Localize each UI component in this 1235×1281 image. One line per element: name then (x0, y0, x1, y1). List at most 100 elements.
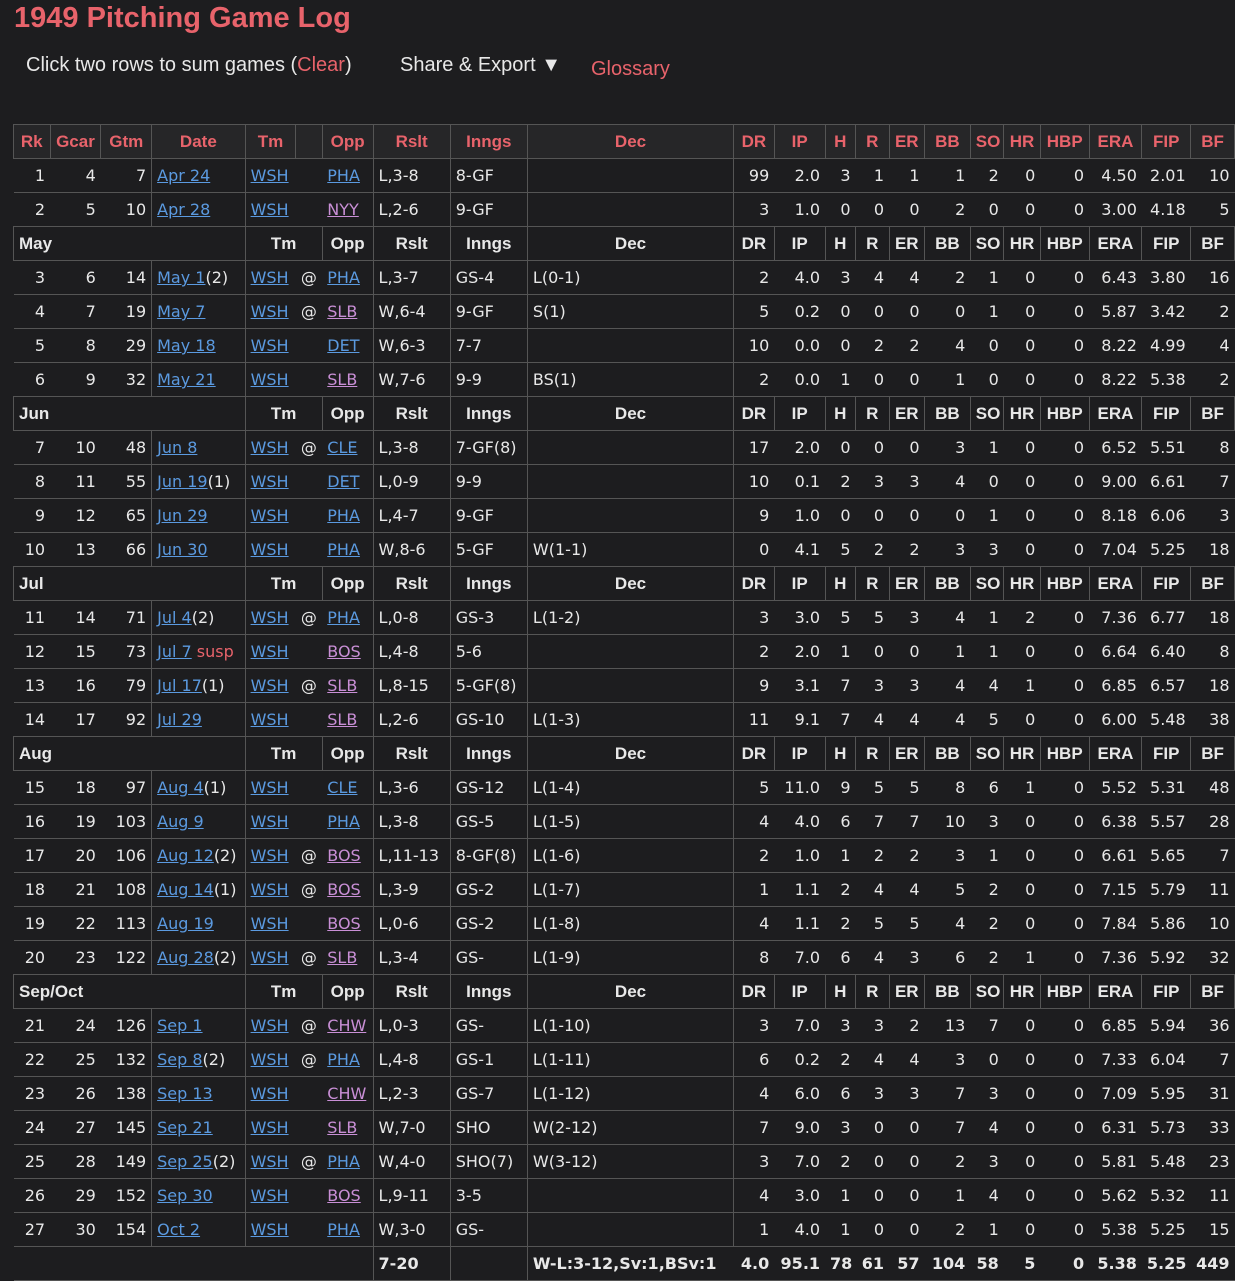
team-link[interactable]: WSH (250, 506, 289, 525)
game-row[interactable]: 12 15 73 Jul 7 susp WSH BOS L,4-8 5-6 2 2.0 1 0 0 1 1 0… (13, 634, 1235, 669)
game-row[interactable]: 26 29 152 Sep 30 WSH BOS L,9-11 3-5 4 3.0 1 0 0 1 4 0 0 5… (13, 1178, 1235, 1213)
game-row[interactable]: 1 4 7 Apr 24 WSH PHA L,3-8 8-GF 99 2.0 3 1 1 1 2 0 0 4.50… (13, 158, 1235, 193)
game-row[interactable]: 19 22 113 Aug 19 WSH BOS L,0-6 GS-2 L(1-8) 4 1.1 2 5… (13, 906, 1235, 941)
date-link[interactable]: Jun 19 (157, 472, 208, 491)
opponent-link[interactable]: SLB (327, 948, 358, 967)
game-row[interactable]: 17 20 106 Aug 12(2) WSH @ BOS L,11-13 8-GF(8) L(1… (13, 838, 1235, 873)
date-link[interactable]: Sep 25 (157, 1152, 213, 1171)
date-link[interactable]: Jul 29 (157, 710, 202, 729)
game-row[interactable]: 15 18 97 Aug 4(1) WSH CLE L,3-6 GS-12 L(1-4) 5 11.… (13, 770, 1235, 805)
team-link[interactable]: WSH (250, 948, 289, 967)
opponent-link[interactable]: BOS (327, 642, 361, 661)
team-link[interactable]: WSH (250, 438, 289, 457)
game-row[interactable]: 20 23 122 Aug 28(2) WSH @ SLB L,3-4 GS- L(1-9) 8 7.… (13, 940, 1235, 975)
clear-button[interactable]: Clear (297, 54, 345, 76)
game-row[interactable]: 22 25 132 Sep 8(2) WSH @ PHA L,4-8 GS-1 L(1-11) 6 0… (13, 1042, 1235, 1077)
team-link[interactable]: WSH (250, 642, 289, 661)
opponent-link[interactable]: PHA (327, 1220, 360, 1239)
date-link[interactable]: Jun 8 (157, 438, 198, 457)
date-link[interactable]: Aug 4 (157, 778, 204, 797)
date-link[interactable]: May 1 (157, 268, 206, 287)
game-row[interactable]: 18 21 108 Aug 14(1) WSH @ BOS L,3-9 GS-2 L(1-7) 1 1… (13, 872, 1235, 907)
glossary-link[interactable]: Glossary (591, 58, 670, 80)
team-link[interactable]: WSH (250, 1118, 289, 1137)
team-link[interactable]: WSH (250, 336, 289, 355)
team-link[interactable]: WSH (250, 1016, 289, 1035)
share-export-menu[interactable]: Share & Export ▼ (400, 54, 561, 77)
date-link[interactable]: Jun 30 (157, 540, 208, 559)
opponent-link[interactable]: PHA (327, 812, 360, 831)
opponent-link[interactable]: DET (327, 472, 360, 491)
team-link[interactable]: WSH (250, 676, 289, 695)
date-link[interactable]: Aug 14 (157, 880, 214, 899)
team-link[interactable]: WSH (250, 540, 289, 559)
opponent-link[interactable]: SLB (327, 302, 358, 321)
date-link[interactable]: May 18 (157, 336, 216, 355)
opponent-link[interactable]: BOS (327, 880, 361, 899)
date-link[interactable]: Jul 7 (157, 642, 192, 661)
team-link[interactable]: WSH (250, 302, 289, 321)
team-link[interactable]: WSH (250, 778, 289, 797)
date-link[interactable]: Aug 28 (157, 948, 214, 967)
game-row[interactable]: 8 11 55 Jun 19(1) WSH DET L,0-9 9-9 10 0.1 2 3 3 4 0 0 0… (13, 464, 1235, 499)
opponent-link[interactable]: CLE (327, 778, 358, 797)
game-row[interactable]: 23 26 138 Sep 13 WSH CHW L,2-3 GS-7 L(1-12) 4 6.0 6… (13, 1076, 1235, 1111)
date-link[interactable]: Sep 8 (157, 1050, 203, 1069)
date-link[interactable]: Aug 9 (157, 812, 204, 831)
opponent-link[interactable]: PHA (327, 268, 360, 287)
opponent-link[interactable]: BOS (327, 846, 361, 865)
game-row[interactable]: 25 28 149 Sep 25(2) WSH @ PHA W,4-0 SHO(7) W(3-12… (13, 1144, 1235, 1179)
game-row[interactable]: 11 14 71 Jul 4(2) WSH @ PHA L,0-8 GS-3 L(1-2) 3 3.0… (13, 600, 1235, 635)
team-link[interactable]: WSH (250, 1186, 289, 1205)
team-link[interactable]: WSH (250, 268, 289, 287)
game-row[interactable]: 3 6 14 May 1(2) WSH @ PHA L,3-7 GS-4 L(0-1) 2 4.0 3 4… (13, 260, 1235, 295)
opponent-link[interactable]: PHA (327, 166, 360, 185)
game-row[interactable]: 27 30 154 Oct 2 WSH PHA W,3-0 GS- 1 4.0 1 0 0 2 1 0 0 5.3… (13, 1212, 1235, 1247)
date-link[interactable]: May 21 (157, 370, 216, 389)
opponent-link[interactable]: PHA (327, 1152, 360, 1171)
date-link[interactable]: Apr 28 (157, 200, 211, 219)
chevron-down-icon[interactable]: ▼ (541, 54, 561, 76)
date-link[interactable]: Aug 19 (157, 914, 214, 933)
team-link[interactable]: WSH (250, 166, 289, 185)
opponent-link[interactable]: SLB (327, 676, 358, 695)
opponent-link[interactable]: DET (327, 336, 360, 355)
opponent-link[interactable]: SLB (327, 1118, 358, 1137)
date-link[interactable]: Apr 24 (157, 166, 211, 185)
team-link[interactable]: WSH (250, 880, 289, 899)
date-link[interactable]: Sep 30 (157, 1186, 213, 1205)
opponent-link[interactable]: BOS (327, 1186, 361, 1205)
team-link[interactable]: WSH (250, 200, 289, 219)
date-link[interactable]: Jun 29 (157, 506, 208, 525)
opponent-link[interactable]: PHA (327, 506, 360, 525)
date-link[interactable]: Aug 12 (157, 846, 214, 865)
team-link[interactable]: WSH (250, 710, 289, 729)
opponent-link[interactable]: PHA (327, 1050, 360, 1069)
game-row[interactable]: 13 16 79 Jul 17(1) WSH @ SLB L,8-15 5-GF(8) 9 3.1 7… (13, 668, 1235, 703)
date-link[interactable]: Oct 2 (157, 1220, 201, 1239)
opponent-link[interactable]: CLE (327, 438, 358, 457)
team-link[interactable]: WSH (250, 1220, 289, 1239)
opponent-link[interactable]: SLB (327, 710, 358, 729)
team-link[interactable]: WSH (250, 1152, 289, 1171)
opponent-link[interactable]: SLB (327, 370, 358, 389)
date-link[interactable]: Jul 4 (157, 608, 192, 627)
date-link[interactable]: Sep 21 (157, 1118, 213, 1137)
team-link[interactable]: WSH (250, 1084, 289, 1103)
game-row[interactable]: 24 27 145 Sep 21 WSH SLB W,7-0 SHO W(2-12) 7 9.0 3 0… (13, 1110, 1235, 1145)
team-link[interactable]: WSH (250, 370, 289, 389)
opponent-link[interactable]: CHW (327, 1084, 367, 1103)
date-link[interactable]: Sep 1 (157, 1016, 203, 1035)
game-row[interactable]: 14 17 92 Jul 29 WSH SLB L,2-6 GS-10 L(1-3) 11 9.1 7… (13, 702, 1235, 737)
team-link[interactable]: WSH (250, 608, 289, 627)
team-link[interactable]: WSH (250, 472, 289, 491)
opponent-link[interactable]: BOS (327, 914, 361, 933)
date-link[interactable]: Sep 13 (157, 1084, 213, 1103)
game-row[interactable]: 21 24 126 Sep 1 WSH @ CHW L,0-3 GS- L(1-10) 3 7.0 3 3… (13, 1008, 1235, 1043)
team-link[interactable]: WSH (250, 1050, 289, 1069)
date-link[interactable]: Jul 17 (157, 676, 202, 695)
game-row[interactable]: 4 7 19 May 7 WSH @ SLB W,6-4 9-GF S(1) 5 0.2 0 0 0 0 1 0 0… (13, 294, 1235, 329)
team-link[interactable]: WSH (250, 846, 289, 865)
opponent-link[interactable]: PHA (327, 540, 360, 559)
game-row[interactable]: 9 12 65 Jun 29 WSH PHA L,4-7 9-GF 9 1.0 0 0 0 0 1 0 0 8.1… (13, 498, 1235, 533)
